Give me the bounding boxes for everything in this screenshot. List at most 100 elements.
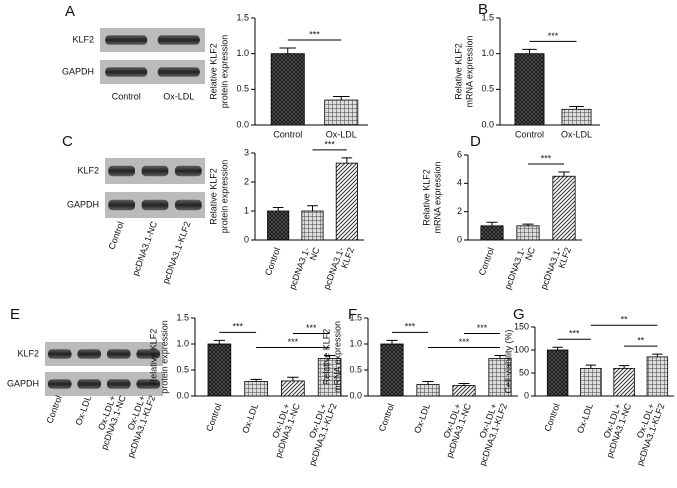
y-axis-label: Relative KLF2 xyxy=(421,169,431,226)
bar xyxy=(335,162,358,241)
blot-band xyxy=(108,199,135,211)
bar xyxy=(514,53,545,126)
significance-label: *** xyxy=(541,153,552,163)
significance-label: *** xyxy=(569,329,580,339)
error-bar xyxy=(569,105,584,110)
blot-band xyxy=(106,379,131,389)
blot-band xyxy=(77,379,102,389)
y-tick-label: 1.0 xyxy=(481,48,494,58)
blot-band xyxy=(77,349,102,359)
significance-label: *** xyxy=(232,322,243,332)
y-axis-label: Relative KLF2 xyxy=(453,43,463,100)
error-bar xyxy=(287,376,299,381)
panel-letter: C xyxy=(62,133,73,150)
blot-band xyxy=(157,67,200,77)
error-bar xyxy=(585,364,597,369)
bar xyxy=(546,349,569,397)
x-tick-label: Control xyxy=(542,402,561,433)
error-bar xyxy=(494,354,506,359)
x-tick-label: Control xyxy=(377,402,396,433)
blot-band xyxy=(106,349,131,359)
bar xyxy=(561,108,592,126)
y-tick-label: 0 xyxy=(457,234,462,244)
y-axis-label: Relative KLF2 xyxy=(208,168,218,225)
y-tick-label: 0.5 xyxy=(176,364,189,374)
y-axis-label: mRNA expression xyxy=(464,35,474,107)
blot-band xyxy=(157,35,200,45)
bar xyxy=(267,210,290,241)
error-bar xyxy=(486,221,498,226)
bar xyxy=(416,384,440,397)
blot-band xyxy=(175,199,202,211)
panel-letter: A xyxy=(65,3,75,20)
blot-row-label: GAPDH xyxy=(62,66,94,76)
y-tick-label: 0 xyxy=(524,390,529,400)
x-tick-label: Control xyxy=(204,402,223,433)
blot-row-label: GAPDH xyxy=(67,199,99,209)
error-bar xyxy=(522,48,537,54)
y-tick-label: 0.5 xyxy=(236,84,249,94)
bar xyxy=(244,381,268,397)
bar xyxy=(301,210,324,241)
error-bar xyxy=(652,353,663,357)
blot-lane-label: pcDNA3.1-NC xyxy=(130,220,159,277)
y-tick-label: 0.5 xyxy=(481,84,494,94)
error-bar xyxy=(458,383,470,386)
significance-label: *** xyxy=(459,337,470,347)
error-bar xyxy=(618,365,630,369)
x-tick-label: pcDNA3.1- xyxy=(503,246,527,291)
y-axis-label: Relative KLF2 xyxy=(321,329,331,386)
significance-label: *** xyxy=(288,337,299,347)
blot-band xyxy=(105,35,148,45)
bar xyxy=(613,367,635,397)
blot-band xyxy=(47,349,72,359)
x-tick-label: Ox-LDL xyxy=(240,402,260,435)
blot-band xyxy=(105,67,148,77)
blot-row-label: KLF2 xyxy=(77,165,99,175)
y-tick-label: 1.0 xyxy=(236,48,249,58)
y-axis-label: protein expression xyxy=(159,320,169,394)
blot-lane-label: pcDNA3.1-KLF2 xyxy=(161,220,193,285)
significance-label: ** xyxy=(621,315,629,325)
blot-band xyxy=(141,165,169,177)
y-tick-label: 6 xyxy=(457,149,462,159)
y-tick-label: 1.0 xyxy=(349,338,362,348)
y-tick-label: 1.5 xyxy=(349,312,362,322)
panel-letter: D xyxy=(470,133,481,150)
bar xyxy=(580,367,602,397)
blot-lane-label: Control xyxy=(106,220,125,251)
blot-band xyxy=(136,349,161,359)
blot-lane-label: Ox-LDL xyxy=(163,91,194,101)
bar xyxy=(552,175,576,241)
error-bar xyxy=(332,95,350,101)
error-bar xyxy=(272,207,284,211)
x-tick-label: NC xyxy=(308,246,322,262)
error-bar xyxy=(250,378,262,382)
bar xyxy=(324,99,359,126)
y-tick-label: 1 xyxy=(244,205,249,215)
y-tick-label: 1.0 xyxy=(176,338,189,348)
y-axis-label: mRNA expression xyxy=(332,321,342,393)
error-bar xyxy=(323,354,336,359)
y-tick-label: 50 xyxy=(519,367,529,377)
bar xyxy=(516,225,540,241)
y-tick-label: 0 xyxy=(244,234,249,244)
blot-band xyxy=(108,165,135,177)
y-tick-label: 2 xyxy=(244,176,249,186)
x-tick-label: NC xyxy=(523,246,537,262)
error-bar xyxy=(558,171,570,177)
x-tick-label: Ox-LDL xyxy=(326,129,357,139)
y-axis-label: Relative KLF2 xyxy=(208,43,218,100)
error-bar xyxy=(522,223,534,226)
blot-lane-label: Control xyxy=(45,394,64,425)
y-axis-label: Cell viability (%) xyxy=(503,329,513,393)
y-tick-label: 0.0 xyxy=(236,119,249,129)
error-bar xyxy=(279,47,297,54)
x-tick-label: Ox-LDL xyxy=(561,129,592,139)
blot-row-label: GAPDH xyxy=(7,378,39,388)
y-tick-label: 150 xyxy=(514,321,529,331)
bar xyxy=(452,385,476,397)
blot-row-label: KLF2 xyxy=(17,348,39,358)
significance-label: *** xyxy=(324,139,335,149)
